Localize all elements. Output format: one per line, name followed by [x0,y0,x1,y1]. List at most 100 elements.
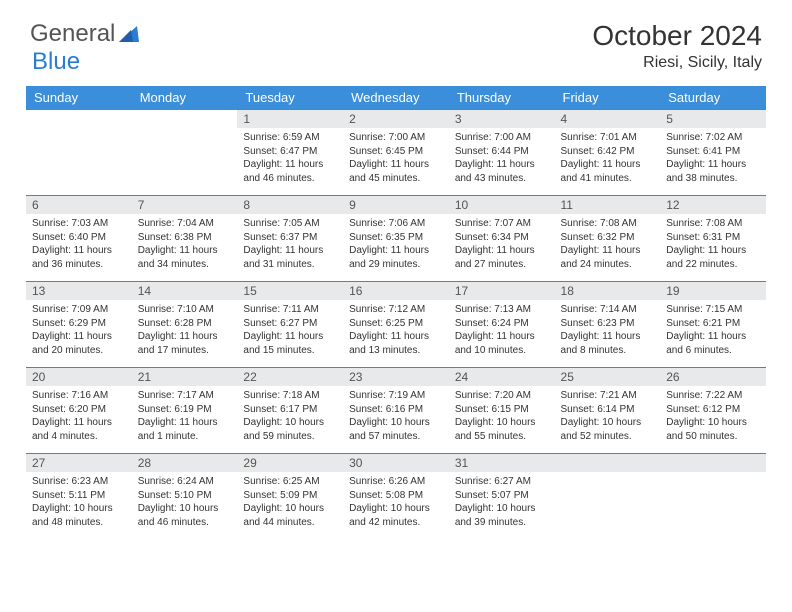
day-number [660,454,766,472]
day-number: 21 [132,368,238,386]
day-cell: 9Sunrise: 7:06 AMSunset: 6:35 PMDaylight… [343,196,449,282]
day-details: Sunrise: 7:06 AMSunset: 6:35 PMDaylight:… [343,214,449,275]
day-cell: 16Sunrise: 7:12 AMSunset: 6:25 PMDayligh… [343,282,449,368]
day-number: 23 [343,368,449,386]
day-cell: 14Sunrise: 7:10 AMSunset: 6:28 PMDayligh… [132,282,238,368]
day-details: Sunrise: 7:03 AMSunset: 6:40 PMDaylight:… [26,214,132,275]
logo-triangle-icon [119,26,139,47]
logo-accent-wrap: Blue [32,48,80,76]
location: Riesi, Sicily, Italy [592,54,762,72]
day-number: 14 [132,282,238,300]
day-number: 4 [555,110,661,128]
day-number: 8 [237,196,343,214]
week-row: 27Sunrise: 6:23 AMSunset: 5:11 PMDayligh… [26,454,766,540]
day-number: 25 [555,368,661,386]
day-cell: 4Sunrise: 7:01 AMSunset: 6:42 PMDaylight… [555,110,661,196]
day-number: 31 [449,454,555,472]
day-details: Sunrise: 7:07 AMSunset: 6:34 PMDaylight:… [449,214,555,275]
day-cell: 10Sunrise: 7:07 AMSunset: 6:34 PMDayligh… [449,196,555,282]
day-header: Thursday [449,86,555,110]
day-number: 28 [132,454,238,472]
day-number: 20 [26,368,132,386]
logo-name: General [30,20,115,48]
day-number: 17 [449,282,555,300]
day-number: 6 [26,196,132,214]
day-number: 22 [237,368,343,386]
day-details: Sunrise: 7:16 AMSunset: 6:20 PMDaylight:… [26,386,132,447]
day-cell: 19Sunrise: 7:15 AMSunset: 6:21 PMDayligh… [660,282,766,368]
day-details: Sunrise: 7:08 AMSunset: 6:31 PMDaylight:… [660,214,766,275]
day-details: Sunrise: 7:13 AMSunset: 6:24 PMDaylight:… [449,300,555,361]
day-details: Sunrise: 6:26 AMSunset: 5:08 PMDaylight:… [343,472,449,533]
day-header: Sunday [26,86,132,110]
day-cell: 7Sunrise: 7:04 AMSunset: 6:38 PMDaylight… [132,196,238,282]
day-cell: 23Sunrise: 7:19 AMSunset: 6:16 PMDayligh… [343,368,449,454]
day-cell: 5Sunrise: 7:02 AMSunset: 6:41 PMDaylight… [660,110,766,196]
calendar-body: 1Sunrise: 6:59 AMSunset: 6:47 PMDaylight… [26,110,766,540]
day-cell: 31Sunrise: 6:27 AMSunset: 5:07 PMDayligh… [449,454,555,540]
day-details: Sunrise: 7:09 AMSunset: 6:29 PMDaylight:… [26,300,132,361]
day-details: Sunrise: 7:19 AMSunset: 6:16 PMDaylight:… [343,386,449,447]
day-cell: 30Sunrise: 6:26 AMSunset: 5:08 PMDayligh… [343,454,449,540]
day-cell: 8Sunrise: 7:05 AMSunset: 6:37 PMDaylight… [237,196,343,282]
day-cell [660,454,766,540]
week-row: 6Sunrise: 7:03 AMSunset: 6:40 PMDaylight… [26,196,766,282]
day-cell: 29Sunrise: 6:25 AMSunset: 5:09 PMDayligh… [237,454,343,540]
week-row: 1Sunrise: 6:59 AMSunset: 6:47 PMDaylight… [26,110,766,196]
month-title: October 2024 [592,20,762,52]
day-details: Sunrise: 7:18 AMSunset: 6:17 PMDaylight:… [237,386,343,447]
day-cell: 22Sunrise: 7:18 AMSunset: 6:17 PMDayligh… [237,368,343,454]
day-details: Sunrise: 7:01 AMSunset: 6:42 PMDaylight:… [555,128,661,189]
header: General October 2024 Riesi, Sicily, Ital… [0,0,792,80]
day-number: 18 [555,282,661,300]
day-details: Sunrise: 7:00 AMSunset: 6:44 PMDaylight:… [449,128,555,189]
calendar-table: SundayMondayTuesdayWednesdayThursdayFrid… [26,86,766,540]
day-number: 24 [449,368,555,386]
day-header: Wednesday [343,86,449,110]
day-cell: 12Sunrise: 7:08 AMSunset: 6:31 PMDayligh… [660,196,766,282]
day-number: 16 [343,282,449,300]
title-block: October 2024 Riesi, Sicily, Italy [592,20,762,72]
day-header: Saturday [660,86,766,110]
day-details: Sunrise: 7:08 AMSunset: 6:32 PMDaylight:… [555,214,661,275]
day-number: 13 [26,282,132,300]
logo-accent: Blue [32,48,80,75]
day-number: 19 [660,282,766,300]
day-details: Sunrise: 6:27 AMSunset: 5:07 PMDaylight:… [449,472,555,533]
day-details: Sunrise: 7:04 AMSunset: 6:38 PMDaylight:… [132,214,238,275]
day-number: 26 [660,368,766,386]
day-details: Sunrise: 7:15 AMSunset: 6:21 PMDaylight:… [660,300,766,361]
day-details: Sunrise: 7:11 AMSunset: 6:27 PMDaylight:… [237,300,343,361]
day-details: Sunrise: 6:23 AMSunset: 5:11 PMDaylight:… [26,472,132,533]
week-row: 13Sunrise: 7:09 AMSunset: 6:29 PMDayligh… [26,282,766,368]
day-cell [132,110,238,196]
day-cell: 21Sunrise: 7:17 AMSunset: 6:19 PMDayligh… [132,368,238,454]
day-header: Monday [132,86,238,110]
day-number: 7 [132,196,238,214]
day-details: Sunrise: 7:17 AMSunset: 6:19 PMDaylight:… [132,386,238,447]
day-details: Sunrise: 7:20 AMSunset: 6:15 PMDaylight:… [449,386,555,447]
day-details: Sunrise: 7:02 AMSunset: 6:41 PMDaylight:… [660,128,766,189]
day-cell: 28Sunrise: 6:24 AMSunset: 5:10 PMDayligh… [132,454,238,540]
day-cell [26,110,132,196]
day-number: 3 [449,110,555,128]
day-cell: 24Sunrise: 7:20 AMSunset: 6:15 PMDayligh… [449,368,555,454]
day-cell: 3Sunrise: 7:00 AMSunset: 6:44 PMDaylight… [449,110,555,196]
day-details: Sunrise: 7:22 AMSunset: 6:12 PMDaylight:… [660,386,766,447]
day-cell [555,454,661,540]
day-details: Sunrise: 6:24 AMSunset: 5:10 PMDaylight:… [132,472,238,533]
day-cell: 2Sunrise: 7:00 AMSunset: 6:45 PMDaylight… [343,110,449,196]
day-number: 5 [660,110,766,128]
day-number [555,454,661,472]
day-number: 30 [343,454,449,472]
day-details: Sunrise: 7:21 AMSunset: 6:14 PMDaylight:… [555,386,661,447]
day-cell: 11Sunrise: 7:08 AMSunset: 6:32 PMDayligh… [555,196,661,282]
day-number: 29 [237,454,343,472]
day-cell: 20Sunrise: 7:16 AMSunset: 6:20 PMDayligh… [26,368,132,454]
day-cell: 13Sunrise: 7:09 AMSunset: 6:29 PMDayligh… [26,282,132,368]
week-row: 20Sunrise: 7:16 AMSunset: 6:20 PMDayligh… [26,368,766,454]
day-number: 12 [660,196,766,214]
day-cell: 26Sunrise: 7:22 AMSunset: 6:12 PMDayligh… [660,368,766,454]
day-cell: 27Sunrise: 6:23 AMSunset: 5:11 PMDayligh… [26,454,132,540]
logo: General [30,20,141,48]
